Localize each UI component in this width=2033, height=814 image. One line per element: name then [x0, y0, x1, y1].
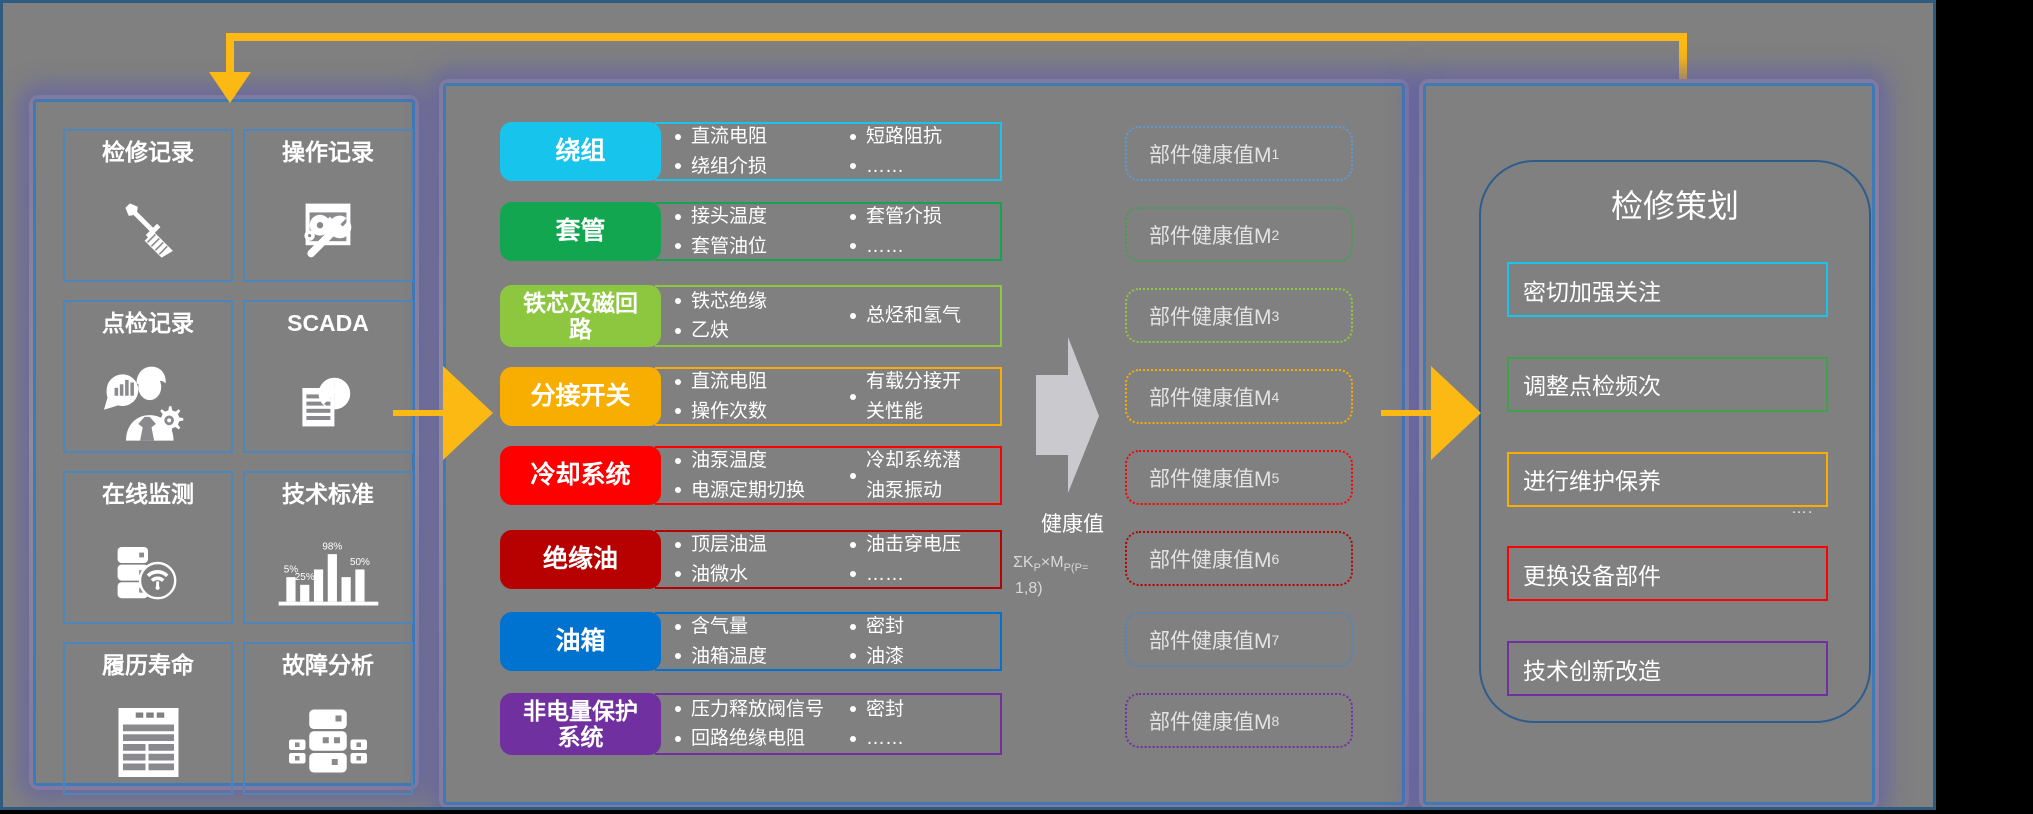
svg-text:50%: 50% [349, 557, 369, 568]
svg-text:25%: 25% [294, 572, 314, 583]
svg-text:98%: 98% [322, 542, 342, 553]
